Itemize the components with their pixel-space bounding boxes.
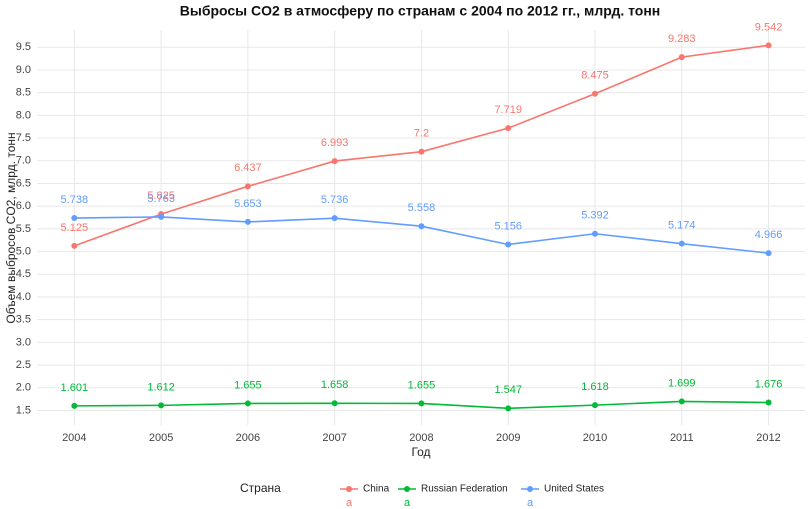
data-point bbox=[418, 223, 425, 230]
data-point bbox=[71, 215, 78, 222]
legend-title: Страна bbox=[240, 481, 281, 495]
data-point bbox=[678, 240, 685, 247]
y-tick-label: 7.0 bbox=[16, 155, 31, 167]
data-label: 5.558 bbox=[408, 202, 436, 214]
x-tick-label: 2007 bbox=[322, 432, 346, 444]
y-tick-label: 2.5 bbox=[16, 359, 31, 371]
x-tick-label: 2004 bbox=[62, 432, 86, 444]
legend-key-text: a bbox=[527, 497, 534, 509]
data-label: 1.655 bbox=[408, 379, 436, 391]
legend-label: China bbox=[363, 484, 390, 495]
data-label: 7.719 bbox=[494, 104, 522, 116]
data-point bbox=[244, 400, 251, 407]
data-point bbox=[505, 405, 512, 412]
data-label: 5.763 bbox=[147, 193, 175, 205]
data-label: 5.825 bbox=[147, 190, 175, 202]
y-tick-label: 8.0 bbox=[16, 109, 31, 121]
data-point bbox=[158, 213, 165, 220]
data-label: 5.736 bbox=[321, 194, 349, 206]
y-tick-label: 1.5 bbox=[16, 404, 31, 416]
data-point bbox=[765, 250, 772, 257]
x-tick-label: 2006 bbox=[236, 432, 260, 444]
data-label: 8.475 bbox=[581, 70, 609, 82]
legend-key-point bbox=[346, 486, 352, 492]
data-point bbox=[591, 230, 598, 237]
y-tick-label: 8.5 bbox=[16, 87, 31, 99]
data-label: 4.966 bbox=[755, 229, 783, 241]
data-point bbox=[678, 54, 685, 61]
y-axis-label: Объем выбросов CO2, млрд. тонн bbox=[4, 132, 18, 323]
y-tick-label: 4.0 bbox=[16, 291, 31, 303]
y-tick-label: 5.0 bbox=[16, 245, 31, 257]
data-point bbox=[505, 125, 512, 132]
x-tick-label: 2011 bbox=[670, 432, 694, 444]
data-label: 1.658 bbox=[321, 379, 349, 391]
y-tick-label: 9.5 bbox=[16, 41, 31, 53]
data-label: 1.601 bbox=[61, 382, 89, 394]
y-tick-label: 2.0 bbox=[16, 382, 31, 394]
data-label: 1.612 bbox=[147, 381, 175, 393]
data-label: 7.2 bbox=[414, 128, 429, 140]
data-point bbox=[505, 241, 512, 248]
y-tick-label: 4.5 bbox=[16, 268, 31, 280]
data-point bbox=[244, 218, 251, 225]
data-label: 1.655 bbox=[234, 379, 262, 391]
data-label: 5.174 bbox=[668, 220, 696, 232]
data-point bbox=[591, 402, 598, 409]
legend-key-point bbox=[404, 486, 410, 492]
x-tick-label: 2010 bbox=[583, 432, 607, 444]
data-label: 1.676 bbox=[755, 378, 783, 390]
data-label: 1.699 bbox=[668, 377, 696, 389]
data-label: 5.125 bbox=[61, 222, 89, 234]
legend-key-point bbox=[527, 486, 533, 492]
y-tick-label: 6.0 bbox=[16, 200, 31, 212]
x-tick-label: 2008 bbox=[409, 432, 433, 444]
data-point bbox=[678, 398, 685, 405]
data-label: 9.542 bbox=[755, 21, 783, 33]
data-point bbox=[331, 158, 338, 165]
data-label: 5.392 bbox=[581, 210, 609, 222]
x-axis-label: Год bbox=[411, 445, 430, 459]
y-tick-label: 6.5 bbox=[16, 177, 31, 189]
data-point bbox=[244, 183, 251, 190]
legend-label: Russian Federation bbox=[421, 484, 508, 495]
data-label: 1.547 bbox=[494, 384, 522, 396]
y-tick-label: 5.5 bbox=[16, 223, 31, 235]
data-label: 5.653 bbox=[234, 198, 262, 210]
x-tick-label: 2005 bbox=[149, 432, 173, 444]
data-label: 6.437 bbox=[234, 162, 262, 174]
data-point bbox=[71, 242, 78, 249]
data-label: 1.618 bbox=[581, 381, 609, 393]
data-point bbox=[765, 42, 772, 49]
data-point bbox=[71, 402, 78, 409]
data-label: 6.993 bbox=[321, 137, 349, 149]
y-tick-label: 3.0 bbox=[16, 336, 31, 348]
data-label: 9.283 bbox=[668, 33, 696, 45]
y-tick-label: 3.5 bbox=[16, 314, 31, 326]
data-label: 5.738 bbox=[61, 194, 89, 206]
x-tick-label: 2012 bbox=[756, 432, 780, 444]
data-point bbox=[591, 90, 598, 97]
data-point bbox=[331, 400, 338, 407]
data-point bbox=[331, 215, 338, 222]
data-point bbox=[158, 402, 165, 409]
y-tick-label: 7.5 bbox=[16, 132, 31, 144]
data-label: 5.156 bbox=[494, 220, 522, 232]
y-tick-label: 9.0 bbox=[16, 64, 31, 76]
legend-key-text: a bbox=[346, 497, 353, 509]
x-tick-label: 2009 bbox=[496, 432, 520, 444]
data-point bbox=[418, 400, 425, 407]
data-point bbox=[765, 399, 772, 406]
legend-key-text: a bbox=[404, 497, 411, 509]
chart-title: Выбросы CO2 в атмосферу по странам с 200… bbox=[180, 3, 661, 19]
legend-label: United States bbox=[544, 484, 604, 495]
data-point bbox=[418, 148, 425, 155]
